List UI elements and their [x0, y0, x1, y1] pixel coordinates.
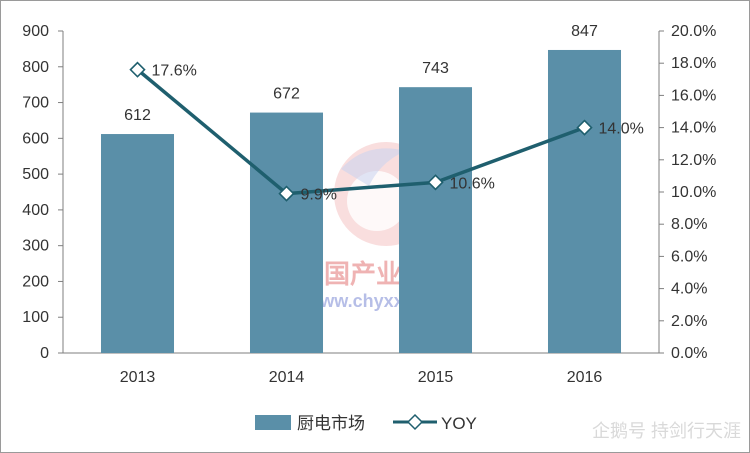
- bar: [249, 112, 324, 353]
- left-axis-tick-label: 900: [22, 23, 49, 40]
- left-axis-tick-label: 700: [22, 95, 49, 112]
- right-axis-tick-label: 8.0%: [671, 216, 707, 233]
- bar-data-label: 847: [571, 23, 598, 40]
- yoy-data-label: 10.6%: [450, 175, 495, 192]
- bar-data-label: 612: [124, 107, 151, 124]
- right-axis-tick-label: 16.0%: [671, 87, 716, 104]
- legend-line-label: YOY: [441, 414, 477, 433]
- right-axis-tick-label: 4.0%: [671, 281, 707, 298]
- right-axis-tick-label: 2.0%: [671, 313, 707, 330]
- left-axis-tick-label: 500: [22, 166, 49, 183]
- yoy-data-label: 9.9%: [301, 187, 337, 204]
- legend-bar-swatch: [255, 415, 291, 430]
- bar-data-label: 743: [422, 60, 449, 77]
- x-axis-tick-label: 2015: [418, 369, 454, 386]
- yoy-point-marker: [129, 61, 146, 78]
- line-series: 17.6% 9.9% 10.6% 14.0%: [129, 61, 644, 204]
- right-axis-tick-label: 0.0%: [671, 345, 707, 362]
- corner-watermark: 企鹅号 持剑行天涯: [592, 421, 741, 441]
- yoy-point-marker: [278, 185, 295, 202]
- bar-data-label: 672: [273, 86, 300, 103]
- x-axis-tick-label: 2013: [120, 369, 156, 386]
- left-axis-tick-label: 400: [22, 202, 49, 219]
- yoy-point-marker: [576, 119, 593, 136]
- left-axis-tick-label: 0: [40, 345, 49, 362]
- bar: [547, 49, 622, 354]
- left-axis-tick-label: 600: [22, 130, 49, 147]
- right-axis-tick-label: 10.0%: [671, 184, 716, 201]
- left-axis-tick-label: 300: [22, 238, 49, 255]
- right-axis-tick-label: 20.0%: [671, 23, 716, 40]
- bar: [398, 87, 473, 353]
- right-axis-tick-label: 18.0%: [671, 55, 716, 72]
- x-axis-tick-label: 2014: [269, 369, 305, 386]
- bar: [100, 134, 175, 353]
- right-axis: 0.0% 2.0% 4.0% 6.0% 8.0% 10.0% 12.0% 14.0% 16.0%…: [658, 23, 716, 362]
- legend-line-marker: [406, 413, 424, 431]
- x-axis-tick-label: 2016: [567, 369, 603, 386]
- left-axis: 0 100 200 300 400 500 600 700 800 900: [22, 23, 64, 362]
- yoy-line: [136, 68, 586, 196]
- left-axis-tick-label: 100: [22, 309, 49, 326]
- right-axis-tick-label: 6.0%: [671, 248, 707, 265]
- yoy-data-label: 14.0%: [599, 121, 644, 138]
- left-axis-tick-label: 200: [22, 273, 49, 290]
- x-axis: 2013 2014 2015 2016: [63, 352, 659, 386]
- yoy-data-label: 17.6%: [152, 63, 197, 80]
- yoy-point-marker: [427, 174, 444, 191]
- legend: 厨电市场 YOY: [255, 413, 477, 433]
- right-axis-tick-label: 14.0%: [671, 120, 716, 137]
- legend-bar-label: 厨电市场: [297, 414, 365, 433]
- left-axis-tick-label: 800: [22, 59, 49, 76]
- bar-series: 612 672 743 847: [100, 23, 622, 354]
- right-axis-tick-label: 12.0%: [671, 152, 716, 169]
